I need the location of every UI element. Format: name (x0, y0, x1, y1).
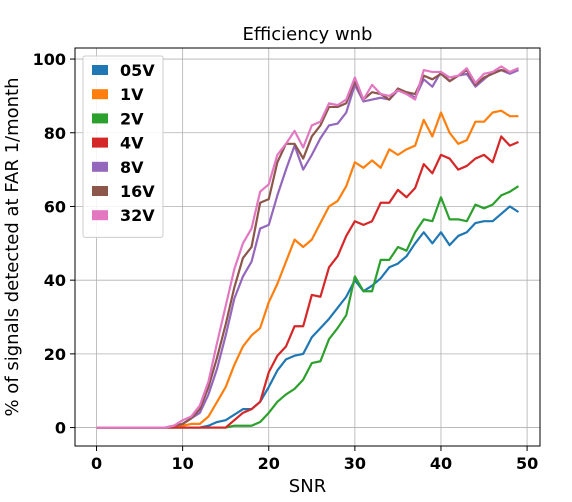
legend-swatch-16V (92, 186, 108, 196)
y-tick-label: 20 (44, 345, 66, 364)
legend-label-2V: 2V (120, 109, 144, 128)
series-line-32V (96, 65, 519, 429)
x-tick-label: 10 (172, 454, 194, 473)
legend-label-05V: 05V (120, 61, 155, 80)
series-line-05V (96, 205, 520, 429)
legend-swatch-32V (92, 210, 108, 221)
x-tick-label: 40 (430, 454, 452, 473)
x-tick-label: 50 (516, 454, 538, 473)
plot-frame (74, 47, 541, 447)
legend-label-16V: 16V (120, 182, 155, 201)
ticks: 0 10 20 30 40 50 0 20 40 60 80 100 (33, 50, 539, 473)
legend-swatch-05V (92, 65, 108, 75)
y-tick-label: 100 (33, 50, 66, 69)
legend-swatch-2V (92, 113, 108, 124)
x-axis-label: SNR (289, 476, 326, 497)
legend-label-32V: 32V (120, 206, 155, 225)
y-tick-label: 60 (44, 197, 66, 216)
x-tick-label: 20 (258, 454, 280, 473)
y-tick-label: 0 (55, 419, 66, 438)
legend-swatch-4V (92, 137, 108, 148)
legend-swatch-1V (92, 89, 108, 100)
legend: 05V 1V 2V 4V 8V 16V 32V (82, 55, 164, 238)
x-tick-label: 30 (344, 454, 366, 473)
x-tick-label: 0 (91, 454, 102, 473)
legend-label-1V: 1V (120, 85, 144, 104)
legend-label-8V: 8V (120, 158, 144, 177)
y-tick-label: 40 (44, 271, 66, 290)
legend-swatch-8V (92, 161, 108, 172)
chart-title: Efficiency wnb (243, 24, 373, 45)
legend-label-4V: 4V (120, 134, 144, 153)
y-tick-label: 80 (44, 124, 66, 143)
series-lines (96, 65, 520, 429)
y-axis-label: % of signals detected at FAR 1/month (2, 77, 23, 416)
